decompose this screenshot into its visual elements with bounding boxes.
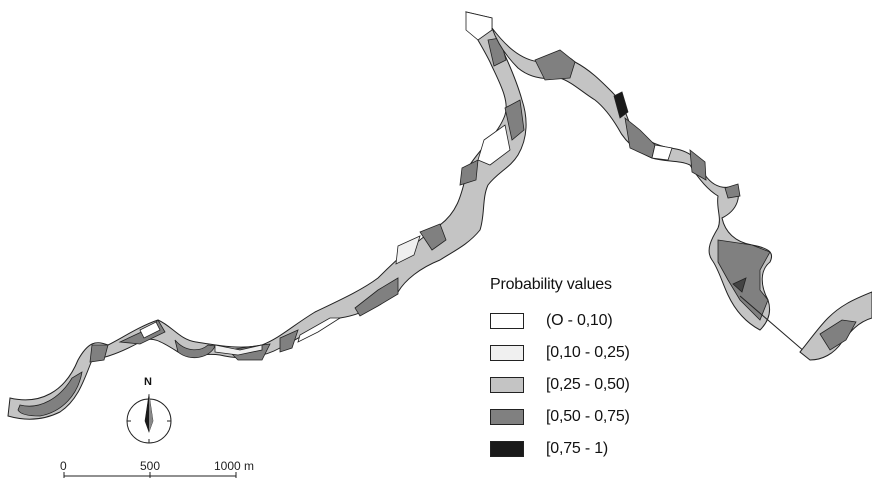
patch-light-2 bbox=[297, 317, 342, 343]
legend-label: [0,25 - 0,50) bbox=[546, 376, 630, 393]
patch-white-1 bbox=[465, 11, 493, 41]
legend-title: Probability values bbox=[490, 276, 612, 293]
patch-light-1 bbox=[395, 235, 421, 265]
legend-label: (O - 0,10) bbox=[546, 312, 613, 329]
patch-dark-7 bbox=[354, 277, 399, 317]
scale-label-500: 500 bbox=[140, 459, 161, 473]
patch-white-3 bbox=[139, 321, 161, 339]
legend-swatch bbox=[490, 377, 524, 393]
legend-item: (O - 0,10) bbox=[490, 305, 630, 337]
legend-swatch bbox=[490, 345, 524, 361]
legend-item: [0,10 - 0,25) bbox=[490, 337, 630, 369]
legend: Probability values (O - 0,10) [0,10 - 0,… bbox=[490, 276, 630, 465]
patch-east-black-1 bbox=[613, 91, 629, 119]
patch-far-east-dark bbox=[819, 319, 857, 351]
scale-label-1000: 1000 m bbox=[214, 459, 255, 473]
legend-item: [0,75 - 1) bbox=[490, 433, 630, 465]
legend-swatch bbox=[490, 441, 524, 457]
scale-bar bbox=[63, 472, 237, 478]
legend-label: [0,50 - 0,75) bbox=[546, 408, 630, 425]
legend-swatch bbox=[490, 409, 524, 425]
connector-line bbox=[739, 295, 806, 353]
north-arrow-label: N bbox=[144, 376, 152, 388]
legend-item: [0,25 - 0,50) bbox=[490, 369, 630, 401]
patch-east-dark-1 bbox=[534, 49, 576, 81]
legend-label: [0,75 - 1) bbox=[546, 440, 609, 457]
patch-east-dark-small bbox=[732, 277, 747, 293]
patch-dark-6 bbox=[279, 329, 299, 353]
patch-dark-2 bbox=[89, 344, 109, 363]
patch-white-2 bbox=[477, 124, 511, 166]
patch-dark-10 bbox=[504, 99, 525, 141]
patch-east-dark-3 bbox=[689, 149, 707, 181]
patch-dark-9 bbox=[459, 159, 479, 186]
patch-east-dark-2 bbox=[624, 117, 656, 159]
legend-label: [0,10 - 0,25) bbox=[546, 344, 630, 361]
scale-label-0: 0 bbox=[60, 459, 67, 473]
north-arrow bbox=[126, 393, 172, 444]
legend-swatch bbox=[490, 313, 524, 329]
patch-light-3 bbox=[214, 344, 263, 356]
patch-dark-1 bbox=[17, 371, 83, 417]
patch-east-white-1 bbox=[651, 144, 673, 161]
patch-east-dark-5 bbox=[724, 183, 741, 199]
river-corridor-west bbox=[7, 11, 527, 420]
legend-item: [0,50 - 0,75) bbox=[490, 401, 630, 433]
patch-dark-8 bbox=[419, 223, 447, 251]
